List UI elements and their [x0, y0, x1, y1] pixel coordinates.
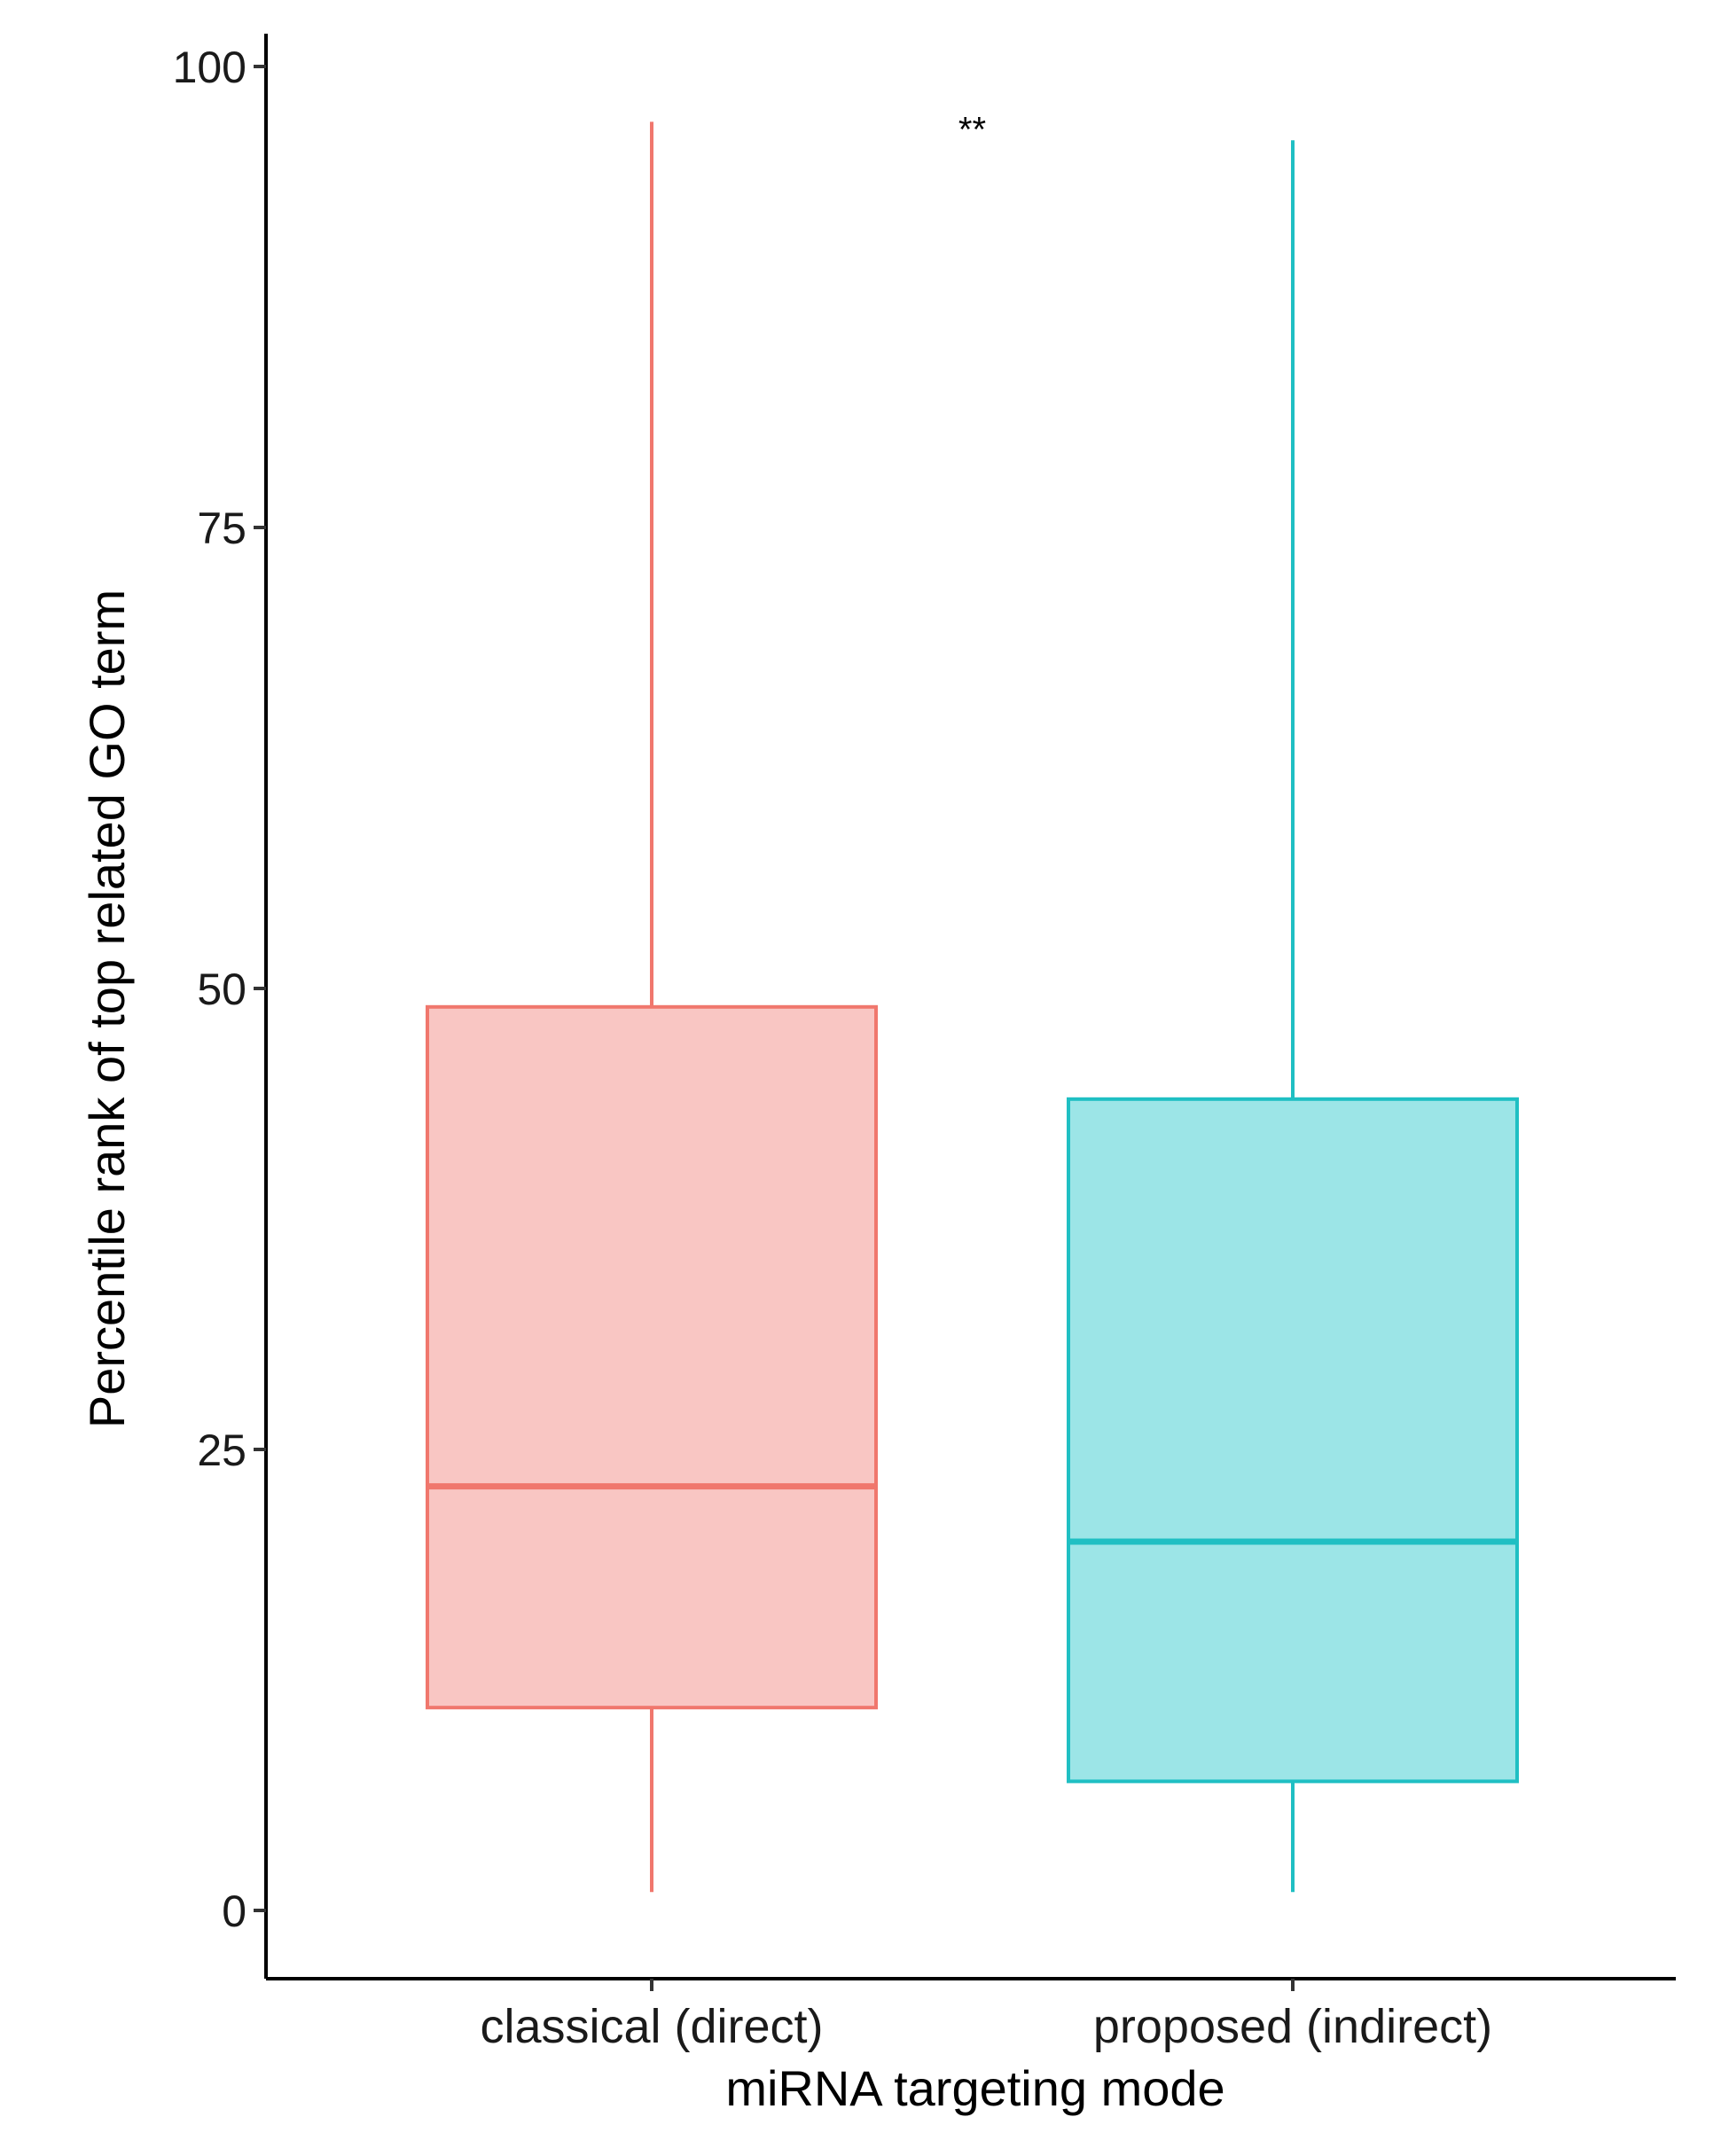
x-tick-label: classical (direct): [480, 2000, 823, 2053]
box-series: [426, 121, 1519, 1893]
annotations: **: [958, 110, 986, 149]
y-tick-label: 0: [222, 1886, 246, 1936]
significance-label: **: [958, 110, 986, 149]
iqr-box: [426, 1004, 878, 1710]
y-tick-label: 25: [197, 1426, 246, 1475]
box-proposed: [1067, 140, 1519, 1893]
y-tick-label: 50: [197, 965, 246, 1014]
y-axis: 0 25 50 75 100: [173, 34, 268, 1979]
iqr-box: [1067, 1097, 1519, 1784]
y-tick-label: 100: [173, 43, 246, 92]
x-tick-label: proposed (indirect): [1093, 2000, 1492, 2053]
box-classical: [426, 121, 878, 1893]
y-tick-label: 75: [197, 504, 246, 553]
y-axis-title: Percentile rank of top related GO term: [79, 590, 135, 1428]
x-axis: classical (direct) proposed (indirect): [266, 1977, 1676, 2053]
x-axis-title: miRNA targeting mode: [725, 2060, 1224, 2116]
